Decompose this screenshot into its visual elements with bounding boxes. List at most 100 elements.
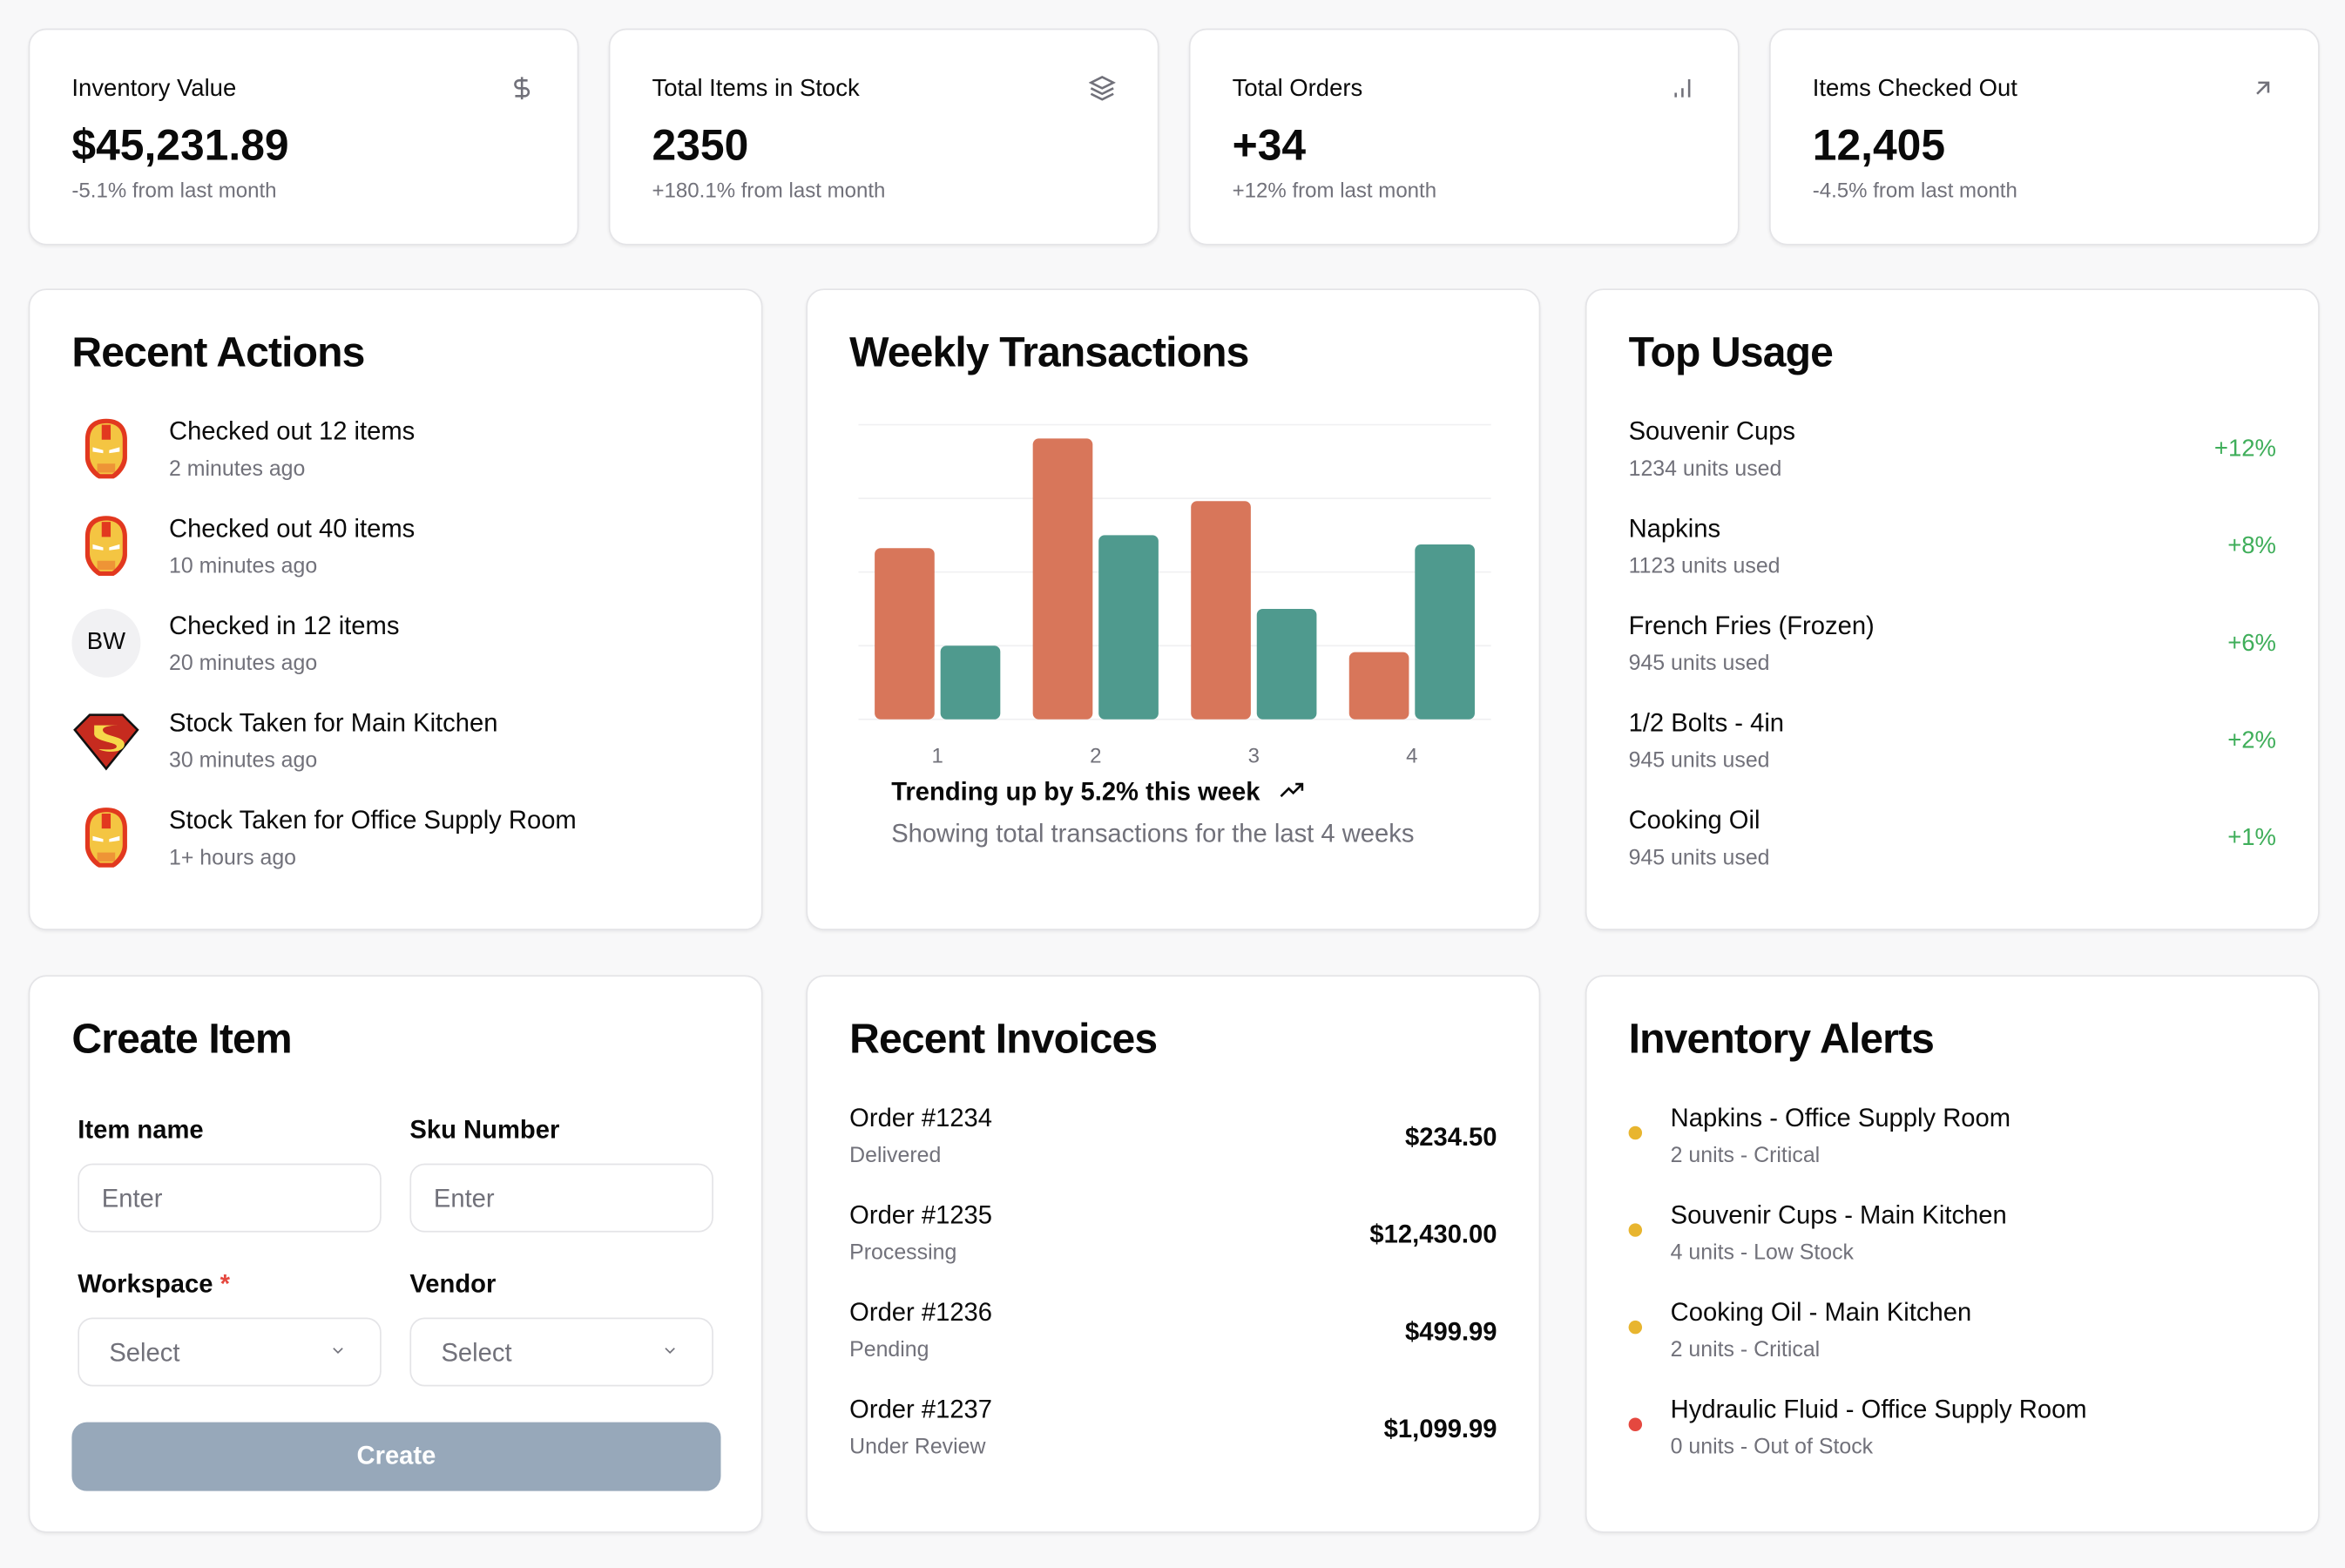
- action-text: Stock Taken for Main Kitchen: [168, 708, 498, 738]
- usage-name: Cooking Oil: [1628, 806, 1760, 835]
- chart-bar-series-1-week-3[interactable]: [1191, 501, 1251, 720]
- action-text: Stock Taken for Office Supply Room: [168, 806, 577, 835]
- workspace-select-value: Select: [109, 1338, 180, 1368]
- chart-bar-series-1-week-4[interactable]: [1348, 652, 1409, 720]
- usage-item: French Fries (Frozen) 945 units used +6%: [1629, 612, 2276, 695]
- chart-bar-series-1-week-2[interactable]: [1032, 438, 1093, 720]
- usage-count: 945 units used: [1628, 652, 1770, 676]
- vendor-select[interactable]: Select: [409, 1317, 713, 1387]
- alert-name: Hydraulic Fluid - Office Supply Room: [1670, 1395, 2087, 1424]
- ironman-avatar-icon: [84, 808, 127, 868]
- stat-change: -4.5% from last month: [1812, 178, 2017, 202]
- invoice-status: Delivered: [849, 1144, 942, 1168]
- alert-detail: 2 units - Critical: [1670, 1338, 1821, 1363]
- stat-value: +34: [1232, 122, 1307, 171]
- stat-card-inventory-value: Inventory Value $45,231.89 -5.1% from la…: [28, 28, 579, 246]
- usage-name: Napkins: [1628, 514, 1721, 544]
- chart-x-tick-label: 1: [932, 745, 943, 768]
- action-item: Checked out 40 items 10 minutes ago: [71, 515, 719, 598]
- usage-count: 945 units used: [1628, 846, 1770, 871]
- chart-bar-series-2-week-4[interactable]: [1415, 544, 1475, 720]
- invoice-order: Order #1237: [849, 1395, 993, 1424]
- stat-change: +180.1% from last month: [652, 178, 886, 202]
- alert-item: Napkins - Office Supply Room 2 units - Cr…: [1628, 1104, 2276, 1187]
- alert-item: Hydraulic Fluid - Office Supply Room 0 un…: [1628, 1395, 2276, 1479]
- card-title: Top Usage: [1628, 328, 1834, 375]
- usage-change: +12%: [2213, 436, 2276, 463]
- usage-item: 1/2 Bolts - 4in 945 units used +2%: [1629, 709, 2276, 793]
- invoice-amount: $499.99: [1405, 1317, 1497, 1347]
- action-time: 10 minutes ago: [168, 554, 318, 579]
- create-button[interactable]: Create: [71, 1422, 721, 1491]
- alert-detail: 2 units - Critical: [1670, 1144, 1821, 1168]
- action-item: Stock Taken for Main Kitchen 30 minutes a…: [71, 709, 719, 793]
- action-text: Checked out 12 items: [168, 416, 416, 446]
- trend-text: Trending up by 5.2% this week: [891, 777, 1260, 807]
- invoice-row[interactable]: Order #1234 Delivered $234.50: [849, 1104, 1497, 1187]
- action-time: 2 minutes ago: [168, 457, 306, 482]
- create-item-card: Create Item Item name Enter Sku Number E…: [28, 975, 763, 1533]
- invoice-row[interactable]: Order #1235 Processing $12,430.00: [849, 1201, 1497, 1285]
- alert-detail: 4 units - Low Stock: [1670, 1240, 1854, 1266]
- action-text: Checked out 40 items: [168, 514, 416, 544]
- arrow-up-right-icon: [2256, 81, 2270, 95]
- alert-status-dot: [1628, 1125, 1643, 1140]
- recent-actions-card: Recent Actions Checked out 12 items 2 min…: [28, 288, 763, 930]
- usage-count: 1123 units used: [1628, 554, 1781, 579]
- action-item: Stock Taken for Office Supply Room 1+ hou…: [71, 806, 719, 889]
- stat-card-total-items: Total Items in Stock 2350 +180.1% from l…: [608, 28, 1159, 246]
- stat-title: Inventory Value: [71, 76, 237, 102]
- stat-card-total-orders: Total Orders +34 +12% from last month: [1188, 28, 1740, 246]
- item-name-input[interactable]: Enter: [78, 1163, 382, 1233]
- usage-item: Souvenir Cups 1234 units used +12%: [1629, 417, 2276, 501]
- workspace-label-text: Workspace: [78, 1269, 213, 1299]
- alert-status-dot: [1628, 1417, 1643, 1431]
- invoice-order: Order #1236: [849, 1298, 993, 1327]
- usage-name: 1/2 Bolts - 4in: [1628, 708, 1785, 738]
- chart-x-tick-label: 4: [1406, 745, 1417, 768]
- invoice-status: Processing: [849, 1240, 957, 1266]
- usage-change: +2%: [2227, 728, 2276, 754]
- chart-bar-series-2-week-3[interactable]: [1256, 608, 1317, 720]
- trend-line: Trending up by 5.2% this week: [891, 778, 1306, 808]
- invoice-row[interactable]: Order #1237 Under Review $1,099.99: [849, 1396, 1497, 1479]
- stat-title: Total Orders: [1232, 76, 1363, 102]
- invoice-amount: $1,099.99: [1383, 1415, 1497, 1443]
- stat-value: 2350: [652, 122, 749, 171]
- action-item: BW Checked in 12 items 20 minutes ago: [71, 608, 719, 695]
- chart-bar-series-2-week-1[interactable]: [940, 645, 1001, 720]
- action-item: Checked out 12 items 2 minutes ago: [71, 417, 719, 501]
- usage-change: +1%: [2227, 825, 2276, 851]
- chevron-down-icon: [665, 1348, 675, 1355]
- vendor-select-value: Select: [441, 1338, 512, 1368]
- vendor-label: Vendor: [409, 1269, 497, 1299]
- alert-item: Cooking Oil - Main Kitchen 2 units - Crit…: [1628, 1298, 2276, 1382]
- invoice-amount: $234.50: [1405, 1123, 1497, 1152]
- card-title: Inventory Alerts: [1628, 1015, 1935, 1062]
- item-name-label: Item name: [78, 1115, 204, 1145]
- alert-detail: 0 units - Out of Stock: [1670, 1436, 1874, 1460]
- workspace-select[interactable]: Select: [78, 1317, 382, 1387]
- dollar-icon: [514, 77, 530, 100]
- top-usage-card: Top Usage Souvenir Cups 1234 units used +1…: [1585, 288, 2320, 930]
- stat-value: 12,405: [1812, 122, 1946, 171]
- action-text: Checked in 12 items: [168, 612, 400, 640]
- usage-item: Cooking Oil 945 units used +1%: [1629, 806, 2276, 889]
- alert-status-dot: [1628, 1223, 1643, 1237]
- chart-caption: Showing total transactions for the last …: [891, 819, 1415, 848]
- ironman-avatar-icon: [84, 516, 127, 576]
- stat-card-items-checked-out: Items Checked Out 12,405 -4.5% from last…: [1768, 28, 2320, 246]
- trending-up-icon: [1281, 782, 1304, 798]
- usage-count: 945 units used: [1628, 749, 1770, 774]
- invoice-status: Pending: [849, 1338, 929, 1363]
- invoice-row[interactable]: Order #1236 Pending $499.99: [849, 1298, 1497, 1382]
- sku-number-input[interactable]: Enter: [409, 1163, 713, 1233]
- action-time: 30 minutes ago: [168, 749, 318, 774]
- usage-change: +8%: [2227, 533, 2276, 560]
- ironman-avatar-icon: [84, 418, 127, 479]
- invoice-amount: $12,430.00: [1369, 1220, 1497, 1249]
- chart-bar-series-2-week-2[interactable]: [1098, 535, 1159, 720]
- chart-bar-series-1-week-1[interactable]: [875, 548, 935, 720]
- chart-x-tick-label: 2: [1090, 745, 1101, 768]
